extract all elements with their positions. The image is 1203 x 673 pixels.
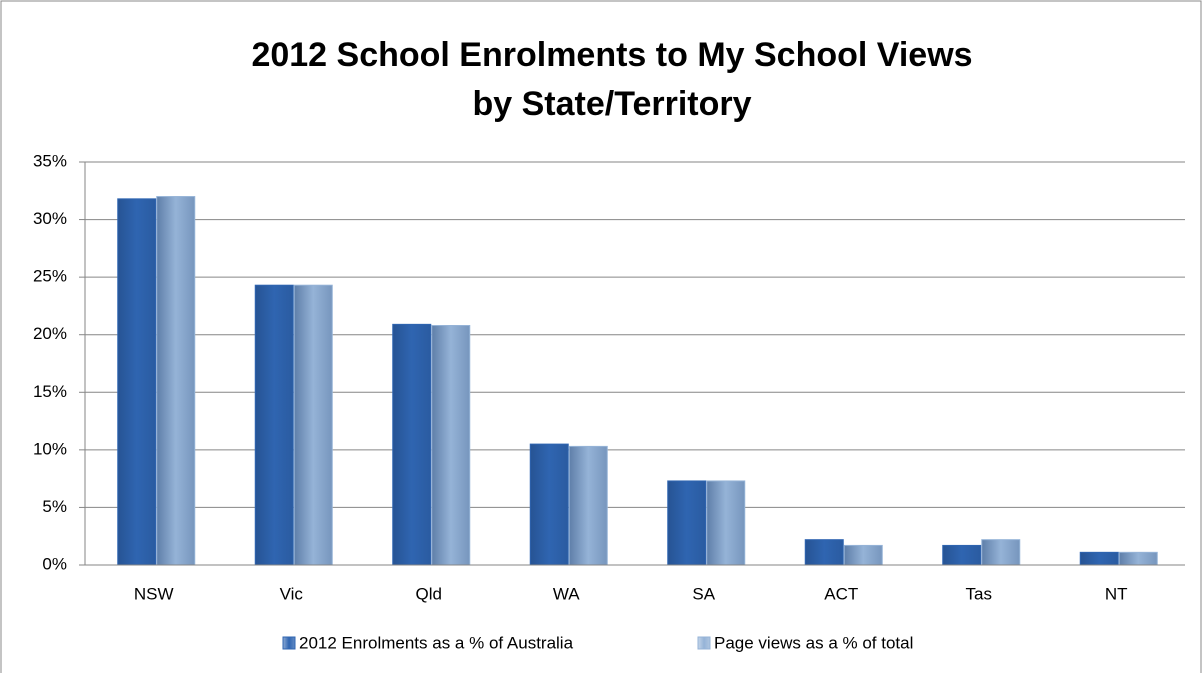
y-tick-label: 5% <box>42 497 67 516</box>
bar <box>117 198 157 566</box>
chart-title: 2012 School Enrolments to My School View… <box>251 36 972 74</box>
y-tick-label: 35% <box>33 151 67 170</box>
bar <box>1079 551 1119 566</box>
bar <box>529 443 569 566</box>
y-tick-label: 20% <box>33 324 67 343</box>
bar <box>568 445 608 566</box>
bar <box>843 544 883 566</box>
legend-swatch <box>697 636 711 650</box>
bar <box>706 480 746 566</box>
y-tick-label: 25% <box>33 267 67 286</box>
y-tick-label: 0% <box>42 554 67 573</box>
bar <box>431 325 471 566</box>
legend-label: Page views as a % of total <box>714 633 913 652</box>
x-tick-label: Vic <box>280 584 304 603</box>
x-tick-label: NSW <box>134 584 174 603</box>
bar <box>981 539 1021 566</box>
y-tick-label: 15% <box>33 382 67 401</box>
bar <box>804 539 844 566</box>
x-tick-label: Qld <box>416 584 442 603</box>
bar <box>942 544 982 566</box>
x-tick-label: WA <box>553 584 580 603</box>
x-tick-label: SA <box>692 584 715 603</box>
x-tick-label: ACT <box>824 584 858 603</box>
chart-title: by State/Territory <box>472 85 751 123</box>
bar <box>392 323 432 566</box>
y-tick-label: 10% <box>33 439 67 458</box>
bar <box>156 196 196 566</box>
bar <box>667 480 707 566</box>
bar <box>293 284 333 566</box>
x-tick-label: NT <box>1105 584 1128 603</box>
legend-label: 2012 Enrolments as a % of Australia <box>299 633 574 652</box>
x-tick-label: Tas <box>966 584 992 603</box>
legend-swatch <box>282 636 296 650</box>
bar <box>1118 551 1158 566</box>
bar <box>254 284 294 566</box>
y-tick-label: 30% <box>33 209 67 228</box>
